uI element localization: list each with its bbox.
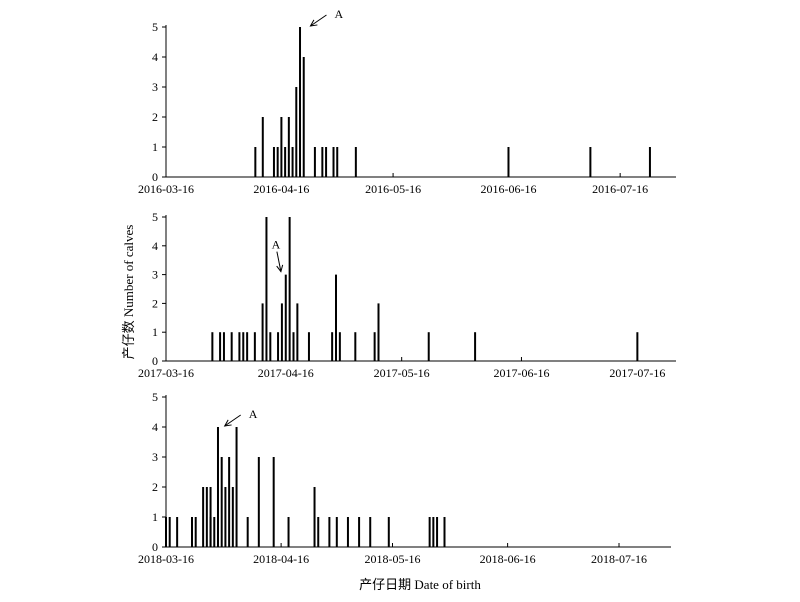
x-tick-label: 2016-06-16 bbox=[480, 182, 536, 196]
x-tick-label: 2017-04-16 bbox=[258, 366, 314, 380]
x-axis-label: 产仔日期 Date of birth bbox=[359, 577, 481, 592]
y-tick-label: 3 bbox=[152, 450, 158, 464]
chart-panel-2017: 0 1 2 3 4 5 2017-03-16 2017-04-16 2017-05-16 2017… bbox=[138, 210, 676, 380]
x-tick-label: 2016-04-16 bbox=[253, 182, 309, 196]
y-tick-label: 4 bbox=[152, 239, 158, 253]
y-tick-label: 2 bbox=[152, 110, 158, 124]
x-tick-label: 2016-03-16 bbox=[138, 182, 194, 196]
annotation-arrowhead bbox=[276, 264, 284, 273]
y-tick-label: 5 bbox=[152, 20, 158, 34]
y-tick-label: 4 bbox=[152, 420, 158, 434]
y-tick-label: 0 bbox=[152, 354, 158, 368]
x-tick-label: 2016-07-16 bbox=[592, 182, 648, 196]
y-tick-label: 1 bbox=[152, 510, 158, 524]
y-tick-label: 2 bbox=[152, 480, 158, 494]
x-tick-label: 2017-07-16 bbox=[609, 366, 665, 380]
y-tick-label: 5 bbox=[152, 210, 158, 224]
x-tick-label: 2018-05-16 bbox=[365, 552, 421, 566]
annotation-arrow bbox=[276, 251, 282, 272]
x-tick-label: 2018-04-16 bbox=[253, 552, 309, 566]
y-tick-label: 3 bbox=[152, 268, 158, 282]
x-tick-label: 2018-07-16 bbox=[591, 552, 647, 566]
y-tick-label: 0 bbox=[152, 540, 158, 554]
y-tick-label: 5 bbox=[152, 390, 158, 404]
x-tick-label: 2018-03-16 bbox=[138, 552, 194, 566]
annotation-arrow bbox=[310, 14, 327, 27]
x-tick-label: 2017-03-16 bbox=[138, 366, 194, 380]
x-tick-label: 2018-06-16 bbox=[480, 552, 536, 566]
annotation-arrow bbox=[224, 414, 241, 427]
chart-panel-2018: 0 1 2 3 4 5 2018-03-16 2018-04-16 2018-05-16 2018… bbox=[138, 390, 671, 566]
annotation-label: A bbox=[249, 407, 258, 421]
y-tick-label: 1 bbox=[152, 140, 158, 154]
y-tick-label: 4 bbox=[152, 50, 158, 64]
x-tick-label: 2017-05-16 bbox=[374, 366, 430, 380]
y-axis-label: 产仔数 Number of calves bbox=[121, 225, 136, 360]
annotation-label: A bbox=[334, 7, 343, 21]
annotation-arrowhead bbox=[223, 419, 232, 427]
chart-panel-2016: 0 1 2 3 4 5 2016-03-16 2016-04-16 2016-05-16 2016… bbox=[138, 7, 676, 196]
y-tick-label: 1 bbox=[152, 325, 158, 339]
y-tick-label: 3 bbox=[152, 80, 158, 94]
x-tick-label: 2017-06-16 bbox=[493, 366, 549, 380]
y-tick-label: 2 bbox=[152, 296, 158, 310]
x-tick-label: 2016-05-16 bbox=[365, 182, 421, 196]
annotation-label: A bbox=[272, 238, 281, 252]
annotation-arrowhead bbox=[309, 19, 318, 27]
y-tick-label: 0 bbox=[152, 170, 158, 184]
